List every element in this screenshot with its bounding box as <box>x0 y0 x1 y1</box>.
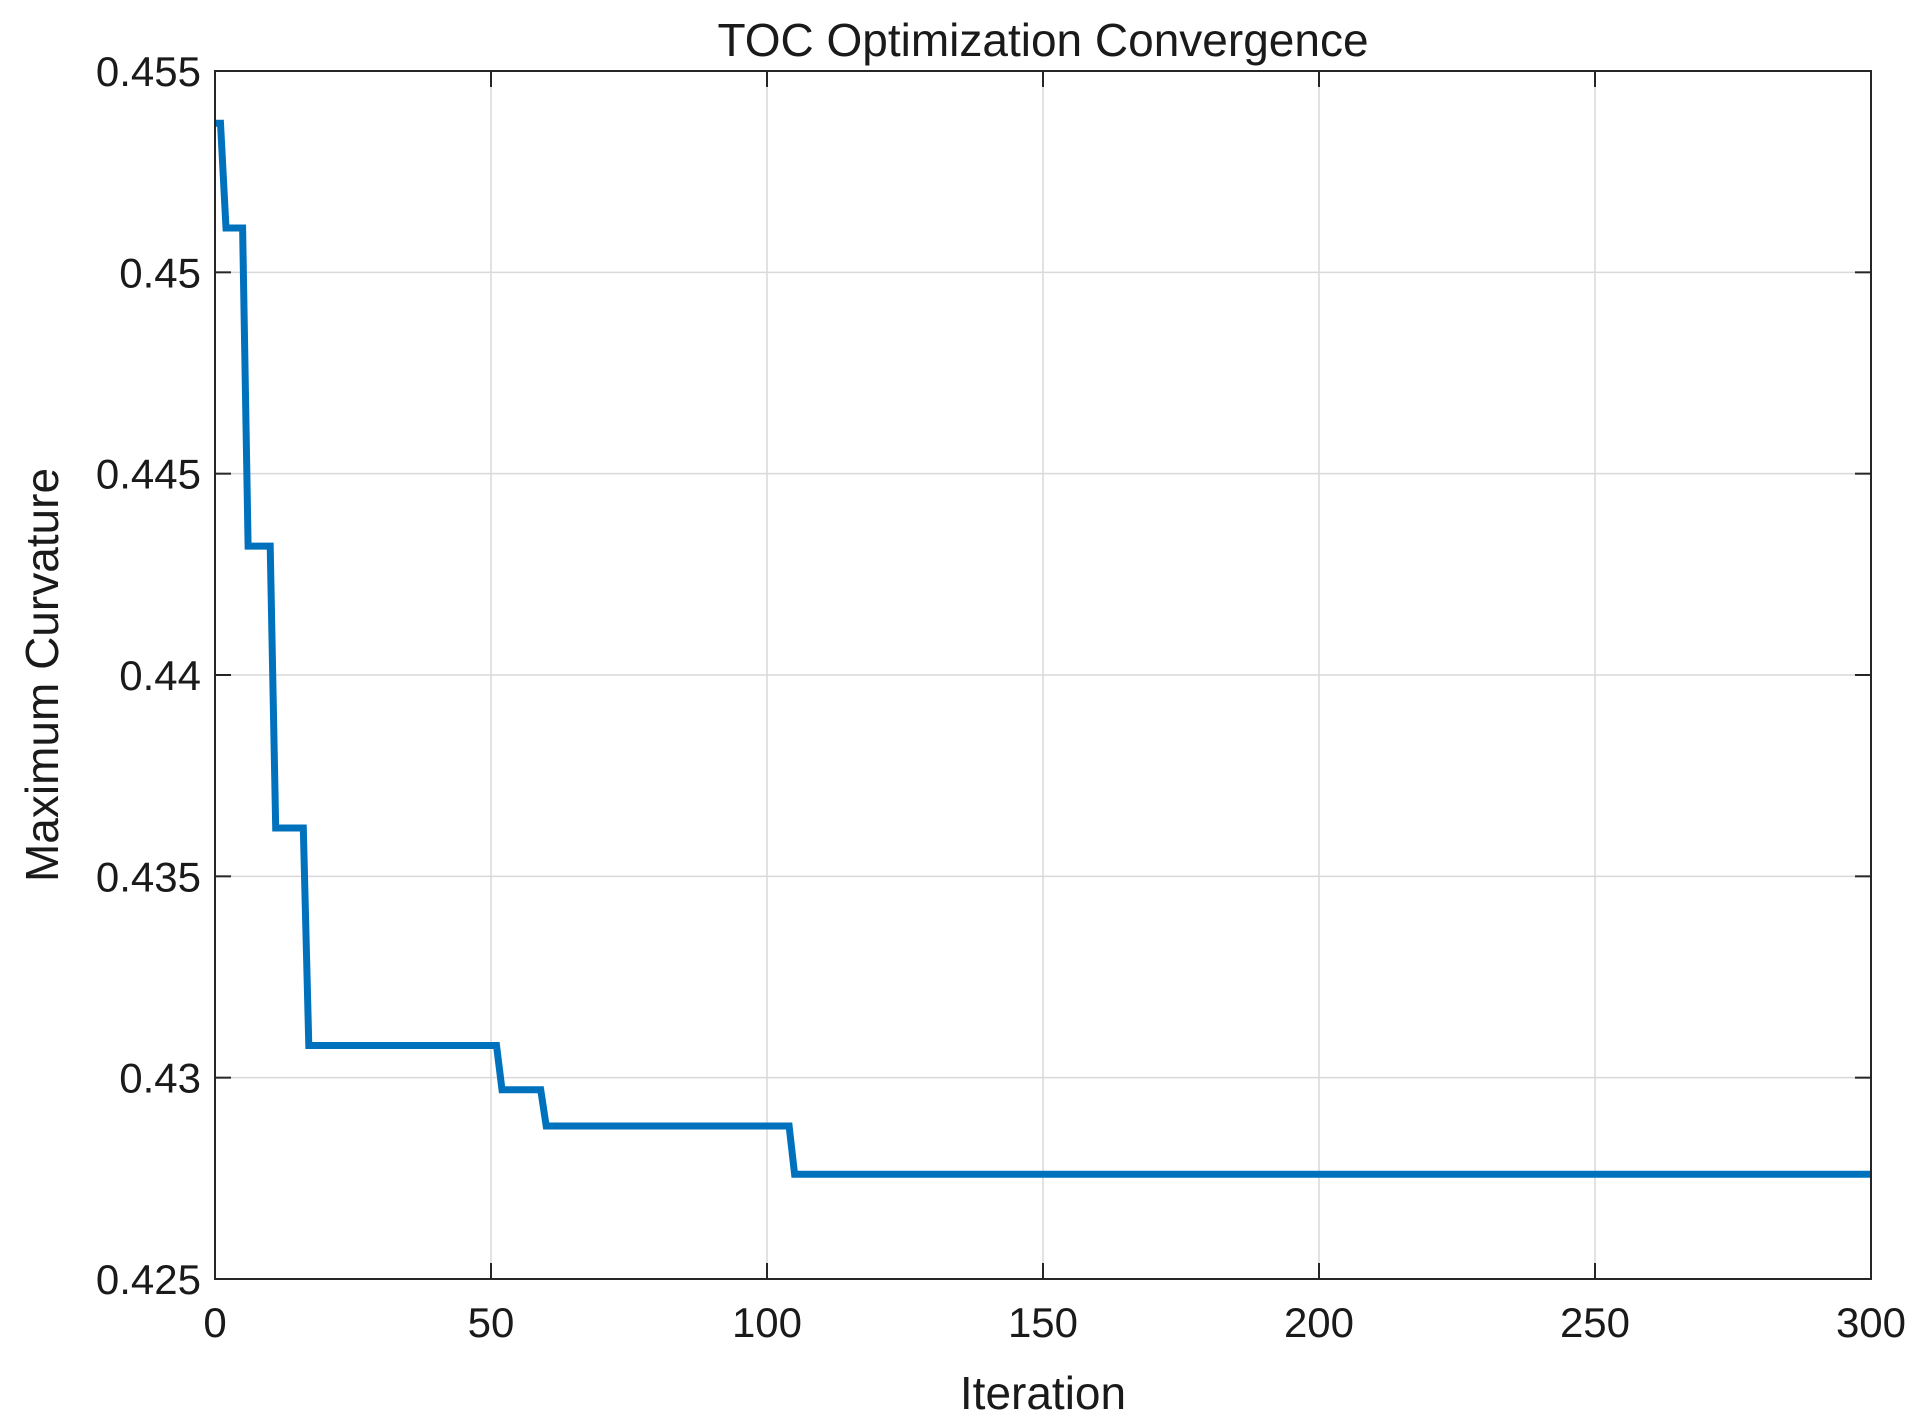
y-tick-label: 0.455 <box>96 48 201 95</box>
x-tick-label: 0 <box>203 1299 226 1346</box>
chart-title: TOC Optimization Convergence <box>717 14 1368 66</box>
x-tick-label: 300 <box>1836 1299 1906 1346</box>
y-tick-label: 0.435 <box>96 853 201 900</box>
y-tick-label: 0.425 <box>96 1256 201 1303</box>
x-tick-labels: 0 50 100 150 200 250 300 <box>203 1299 1906 1346</box>
x-tick-label: 100 <box>732 1299 802 1346</box>
tick-marks <box>214 70 1872 1280</box>
x-axis-label: Iteration <box>960 1367 1126 1419</box>
x-tick-label: 150 <box>1008 1299 1078 1346</box>
y-tick-label: 0.44 <box>119 652 201 699</box>
x-tick-label: 200 <box>1284 1299 1354 1346</box>
y-tick-label: 0.43 <box>119 1055 201 1102</box>
y-tick-label: 0.445 <box>96 451 201 498</box>
x-tick-label: 250 <box>1560 1299 1630 1346</box>
y-axis-label: Maximum Curvature <box>16 468 68 882</box>
grid-lines <box>215 71 1871 1279</box>
convergence-series-line <box>215 119 1871 1178</box>
x-tick-label: 50 <box>468 1299 515 1346</box>
y-tick-labels: 0.425 0.43 0.435 0.44 0.445 0.45 0.455 <box>96 48 201 1303</box>
y-tick-label: 0.45 <box>119 249 201 296</box>
series-layer <box>215 119 1871 1178</box>
